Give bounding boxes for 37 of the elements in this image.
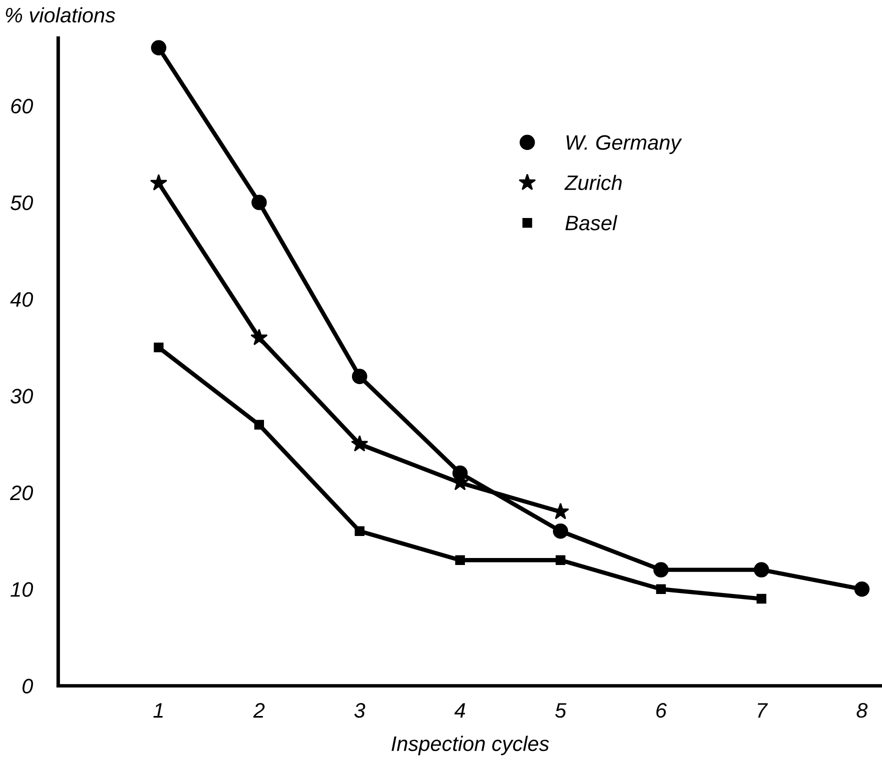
point — [150, 174, 168, 191]
x-tick-label: 6 — [656, 703, 667, 718]
x-tick-label: 8 — [856, 703, 868, 718]
point — [354, 526, 364, 536]
point — [250, 328, 268, 346]
x-axis-title: Inspection cycles — [392, 736, 550, 756]
x-tick-label: 4 — [454, 703, 466, 718]
point — [854, 581, 870, 597]
legend-label: Basel — [565, 215, 618, 230]
y-tick-label: 0 — [22, 678, 34, 694]
legend-label: W. Germany — [566, 135, 682, 154]
point — [455, 555, 465, 565]
x-tick-label: 7 — [758, 703, 768, 718]
point — [251, 194, 267, 210]
point — [552, 523, 568, 539]
y-tick-label: 20 — [10, 485, 34, 500]
x-tick-label: 2 — [253, 703, 265, 718]
point — [754, 562, 770, 578]
x-tick-label: 1 — [153, 703, 163, 718]
point — [154, 342, 164, 352]
y-tick-label: 40 — [10, 292, 34, 307]
legend-label: Zurich — [564, 174, 622, 190]
point — [151, 40, 166, 56]
x-tick-label: 3 — [354, 703, 366, 718]
point — [556, 555, 566, 565]
x-tick-label: 5 — [555, 703, 566, 718]
y-tick-label: 30 — [10, 388, 34, 404]
y-tick-label: 10 — [10, 582, 34, 597]
point — [350, 435, 368, 452]
point — [656, 584, 666, 594]
point — [352, 368, 368, 384]
y-tick-label: 60 — [11, 98, 34, 114]
point — [254, 420, 264, 430]
point — [756, 594, 766, 604]
y-axis-title: % violations — [6, 7, 116, 23]
point — [653, 562, 669, 578]
y-tick-label: 50 — [10, 195, 34, 210]
